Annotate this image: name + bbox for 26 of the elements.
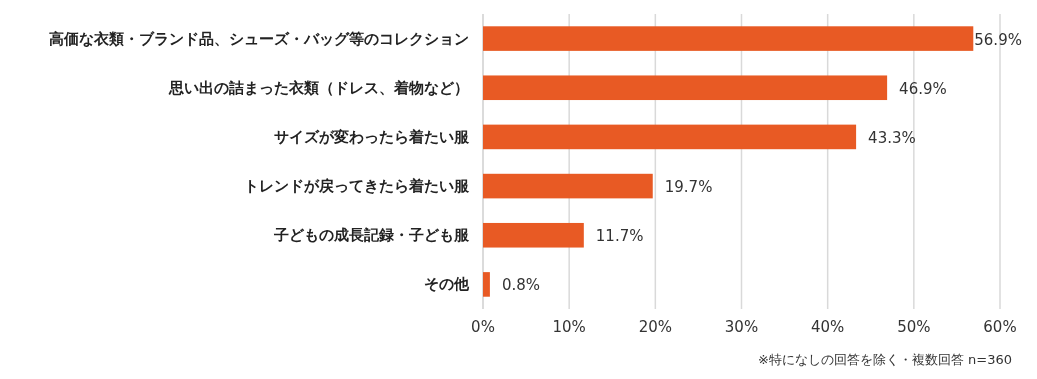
bar: [483, 26, 974, 51]
y-tick-label: 子どもの成長記録・子ども服: [273, 227, 470, 244]
bar: [483, 173, 653, 199]
x-tick-label: 20%: [638, 318, 673, 336]
bar: [483, 124, 857, 150]
y-tick-label: サイズが変わったら着たい服: [274, 127, 470, 145]
x-tick-label: 0%: [471, 318, 495, 336]
data-label: 46.9%: [899, 79, 947, 98]
x-tick-label: 60%: [983, 318, 1017, 336]
data-label: 43.3%: [868, 128, 916, 147]
y-tick-label: 思い出の詰まった衣類（ドレス、着物など）: [168, 78, 469, 96]
x-tick-label: 40%: [810, 318, 845, 336]
bar: [483, 272, 490, 297]
y-tick-label: その他: [424, 276, 470, 293]
text: ※特になしの回答を除く・複数回答 n=360: [758, 352, 1012, 367]
y-tick-label: トレンドが戻ってきたら着たい服: [244, 177, 470, 195]
bar: [483, 75, 888, 101]
x-tick-label: 10%: [552, 318, 586, 336]
bar: [483, 222, 584, 248]
data-label: 0.8%: [501, 276, 540, 295]
y-tick-label: 高価な衣類・ブランド品、シューズ・バッグ等のコレクション: [49, 29, 469, 47]
x-tick-label: 50%: [897, 318, 931, 336]
data-label: 11.7%: [595, 227, 644, 246]
data-label: 19.7%: [664, 178, 713, 197]
x-tick-label: 30%: [724, 318, 759, 336]
data-label: 56.9%: [974, 30, 1022, 49]
